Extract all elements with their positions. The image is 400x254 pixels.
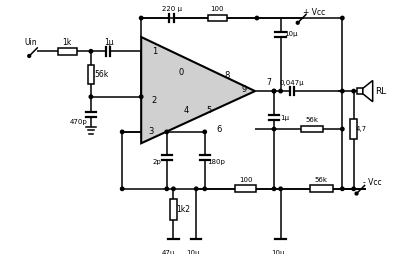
Circle shape [352, 89, 356, 93]
Circle shape [352, 187, 356, 190]
Circle shape [120, 187, 124, 190]
Text: 0: 0 [178, 68, 184, 77]
Circle shape [28, 55, 31, 57]
Text: 2: 2 [152, 96, 157, 105]
Text: 1k2: 1k2 [176, 205, 190, 214]
Bar [235, 185, 256, 192]
Text: 100: 100 [239, 177, 252, 183]
Bar [170, 199, 177, 220]
Text: 56k: 56k [94, 70, 108, 80]
Circle shape [341, 127, 344, 131]
Circle shape [89, 95, 92, 99]
Circle shape [255, 16, 259, 20]
Text: Uin: Uin [25, 38, 38, 47]
Circle shape [296, 21, 299, 24]
Text: RL: RL [375, 87, 386, 96]
Bar [208, 15, 226, 21]
Text: 7: 7 [266, 78, 271, 87]
Text: 1: 1 [152, 47, 157, 56]
Text: 470p: 470p [70, 119, 88, 125]
Text: 100: 100 [210, 7, 224, 12]
Text: 1k: 1k [62, 38, 72, 47]
Text: + Vcc: + Vcc [303, 8, 325, 17]
Text: 0,047μ: 0,047μ [280, 80, 304, 86]
Text: 180p: 180p [207, 159, 225, 165]
Bar [350, 119, 357, 139]
Circle shape [194, 187, 198, 190]
Bar [58, 48, 77, 55]
Circle shape [341, 16, 344, 20]
Text: 10μ: 10μ [284, 31, 298, 37]
Text: 9: 9 [241, 85, 246, 94]
Text: 10μ: 10μ [271, 250, 284, 254]
Text: 4,7: 4,7 [356, 126, 367, 132]
Circle shape [165, 187, 168, 190]
Bar [88, 66, 94, 84]
Circle shape [89, 50, 92, 53]
Circle shape [272, 127, 276, 131]
Text: 56k: 56k [306, 118, 318, 123]
Circle shape [341, 187, 344, 190]
Text: 6: 6 [216, 124, 222, 134]
Circle shape [272, 89, 276, 93]
Circle shape [140, 95, 143, 99]
Text: 4: 4 [183, 106, 188, 115]
Circle shape [272, 187, 276, 190]
Circle shape [355, 192, 358, 195]
Text: 2p: 2p [153, 159, 162, 165]
Text: 8: 8 [224, 71, 229, 81]
Text: 56k: 56k [315, 177, 328, 183]
Text: 3: 3 [148, 127, 153, 136]
Circle shape [203, 187, 206, 190]
Circle shape [140, 16, 143, 20]
Text: 1μ: 1μ [280, 115, 289, 121]
Polygon shape [141, 37, 255, 143]
Text: - Vcc: - Vcc [363, 178, 382, 187]
Polygon shape [363, 81, 373, 102]
Text: 5: 5 [207, 106, 212, 115]
Circle shape [272, 89, 276, 93]
Circle shape [203, 130, 206, 134]
Text: 47μ: 47μ [162, 250, 175, 254]
Bar [300, 126, 323, 132]
Circle shape [172, 187, 175, 190]
Text: 220 μ: 220 μ [162, 7, 182, 12]
Circle shape [120, 130, 124, 134]
Text: 10μ: 10μ [187, 250, 200, 254]
Circle shape [165, 130, 168, 134]
Circle shape [279, 89, 282, 93]
Circle shape [279, 187, 282, 190]
Text: 1μ: 1μ [104, 38, 114, 47]
Bar [358, 88, 363, 94]
Bar [310, 185, 333, 192]
Circle shape [341, 89, 344, 93]
